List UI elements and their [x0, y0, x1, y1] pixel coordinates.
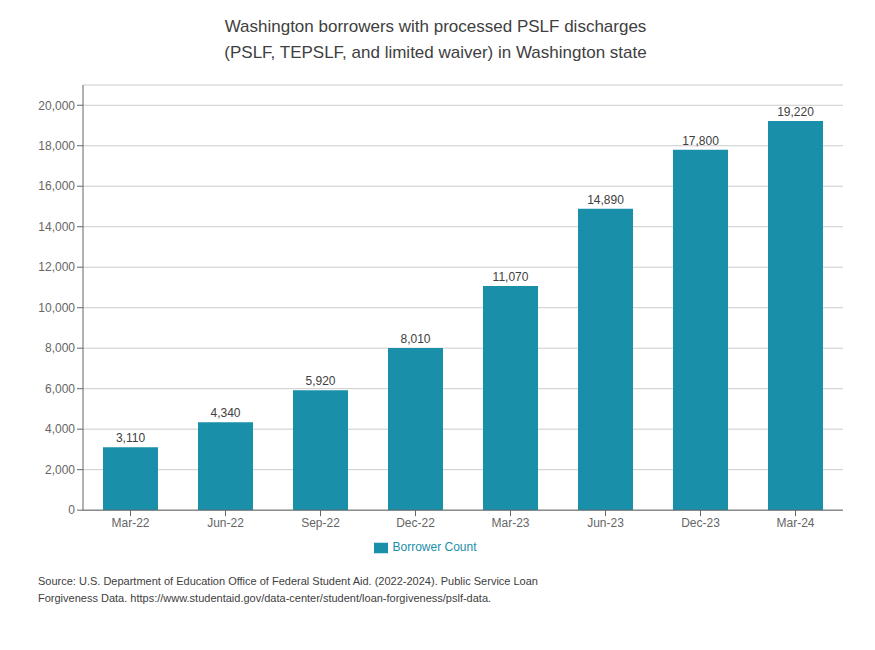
svg-text:11,070: 11,070	[493, 270, 529, 284]
svg-text:17,800: 17,800	[682, 134, 719, 148]
svg-text:10,000: 10,000	[38, 301, 75, 315]
svg-text:5,920: 5,920	[305, 374, 335, 388]
svg-text:14,890: 14,890	[587, 193, 624, 207]
html-text:Forgiveness Data. https://www.: Forgiveness Data. https://www.studentaid…	[38, 591, 492, 604]
svg-text:0: 0	[68, 503, 75, 517]
html-text:(PSLF, TEPSLF, and limited wai: (PSLF, TEPSLF, and limited waiver) in Wa…	[224, 42, 647, 62]
html-text:Washington borrowers with proc: Washington borrowers with processed PSLF…	[224, 17, 647, 36]
svg-text:Mar-24: Mar-24	[776, 516, 814, 530]
svg-text:6,000: 6,000	[45, 382, 75, 396]
svg-text:18,000: 18,000	[38, 139, 75, 153]
svg-text:3,110: 3,110	[116, 431, 145, 445]
svg-text:16,000: 16,000	[38, 179, 75, 193]
svg-text:4,340: 4,340	[210, 406, 240, 420]
svg-text:Jun-22: Jun-22	[207, 516, 244, 530]
svg-text:19,220: 19,220	[777, 105, 814, 119]
svg-text:20,000: 20,000	[38, 99, 75, 113]
svg-text:12,000: 12,000	[38, 260, 75, 274]
svg-text:Jun-23: Jun-23	[587, 516, 624, 530]
svg-text:14,000: 14,000	[38, 220, 75, 234]
html-text:Source: U.S. Department of Edu: Source: U.S. Department of Education Off…	[38, 575, 538, 587]
html-text:Borrower Count: Borrower Count	[392, 540, 477, 555]
svg-text:8,010: 8,010	[400, 332, 430, 346]
svg-text:8,000: 8,000	[45, 341, 75, 355]
svg-text:4,000: 4,000	[45, 422, 75, 436]
svg-text:Dec-23: Dec-23	[681, 516, 720, 530]
svg-text:Mar-23: Mar-23	[491, 516, 529, 530]
svg-text:Sep-22: Sep-22	[301, 516, 340, 530]
svg-text:2,000: 2,000	[45, 463, 75, 477]
svg-text:Mar-22: Mar-22	[111, 516, 149, 530]
svg-text:Dec-22: Dec-22	[396, 516, 435, 530]
